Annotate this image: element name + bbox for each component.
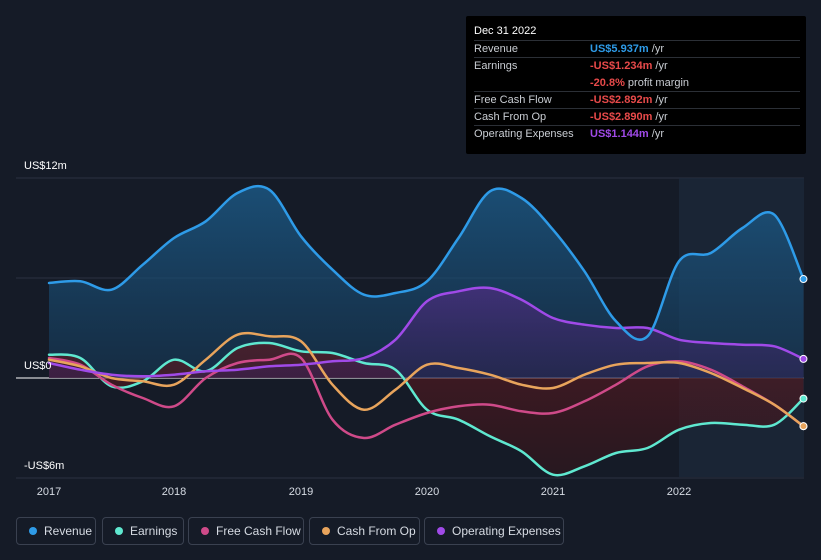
- legend-revenue[interactable]: Revenue: [16, 517, 96, 545]
- earnings-end-marker: [799, 394, 808, 403]
- legend-operating-expenses[interactable]: Operating Expenses: [424, 517, 564, 545]
- revenue-end-marker: [799, 275, 808, 284]
- tooltip-label: Free Cash Flow: [474, 94, 552, 106]
- legend-cash-from-op[interactable]: Cash From Op: [309, 517, 420, 545]
- tooltip-row-margin: -20.8% profit margin: [474, 74, 800, 92]
- tooltip: Dec 31 2022 Revenue US$5.937m /yr Earnin…: [466, 16, 806, 154]
- series-lines: [47, 184, 805, 477]
- tooltip-label: Cash From Op: [474, 111, 547, 123]
- legend-label: Free Cash Flow: [216, 524, 301, 538]
- tooltip-row-fcf: Free Cash Flow -US$2.892m /yr: [474, 91, 800, 109]
- legend-label: Cash From Op: [337, 524, 416, 538]
- revenue-line: [47, 184, 805, 341]
- tooltip-row-earnings: Earnings -US$1.234m /yr: [474, 57, 800, 75]
- tooltip-label: Earnings: [474, 60, 518, 72]
- x-tick-label: 2022: [667, 486, 691, 498]
- legend-earnings[interactable]: Earnings: [102, 517, 184, 545]
- operating-expenses-end-marker: [799, 354, 808, 363]
- operating-expenses-area: [49, 287, 804, 378]
- tooltip-value: -US$1.234m /yr: [590, 60, 668, 72]
- legend-free-cash-flow[interactable]: Free Cash Flow: [188, 517, 304, 545]
- y-label-zero: US$0: [24, 360, 52, 372]
- tooltip-value: US$5.937m /yr: [590, 43, 664, 55]
- legend-dot-icon: [201, 527, 209, 535]
- tooltip-label: Operating Expenses: [474, 128, 574, 140]
- free-cash-flow-line: [47, 352, 805, 440]
- legend-label: Operating Expenses: [452, 524, 561, 538]
- legend-dot-icon: [322, 527, 330, 535]
- tooltip-row-cfo: Cash From Op -US$2.890m /yr: [474, 108, 800, 126]
- x-tick-label: 2021: [541, 486, 565, 498]
- x-tick-label: 2018: [162, 486, 186, 498]
- tooltip-date: Dec 31 2022: [474, 25, 537, 37]
- end-markers: [799, 275, 808, 431]
- y-label-bottom: -US$6m: [24, 460, 65, 472]
- tooltip-value: US$1.144m /yr: [590, 128, 664, 140]
- legend-label: Revenue: [44, 524, 93, 538]
- tooltip-row-opex: Operating Expenses US$1.144m /yr: [474, 125, 800, 143]
- legend-dot-icon: [29, 527, 37, 535]
- tooltip-value: -20.8% profit margin: [590, 77, 690, 89]
- cash-from-op-end-marker: [799, 422, 808, 431]
- x-tick-label: 2019: [289, 486, 313, 498]
- x-axis-ticks: 2017 2018 2019 2020 2021 2022: [37, 486, 691, 498]
- tooltip-label: Revenue: [474, 43, 519, 55]
- tooltip-value: -US$2.890m /yr: [590, 111, 668, 123]
- y-label-top: US$12m: [24, 160, 67, 172]
- x-tick-label: 2017: [37, 486, 61, 498]
- cash-from-op-line: [47, 331, 805, 428]
- legend-dot-icon: [437, 527, 445, 535]
- tooltip-value: -US$2.892m /yr: [590, 94, 668, 106]
- earnings-line: [47, 341, 805, 477]
- operating-expenses-line: [47, 286, 805, 378]
- x-tick-label: 2020: [415, 486, 439, 498]
- legend-dot-icon: [115, 527, 123, 535]
- legend-label: Earnings: [130, 524, 178, 538]
- tooltip-row-revenue: Revenue US$5.937m /yr: [474, 40, 800, 58]
